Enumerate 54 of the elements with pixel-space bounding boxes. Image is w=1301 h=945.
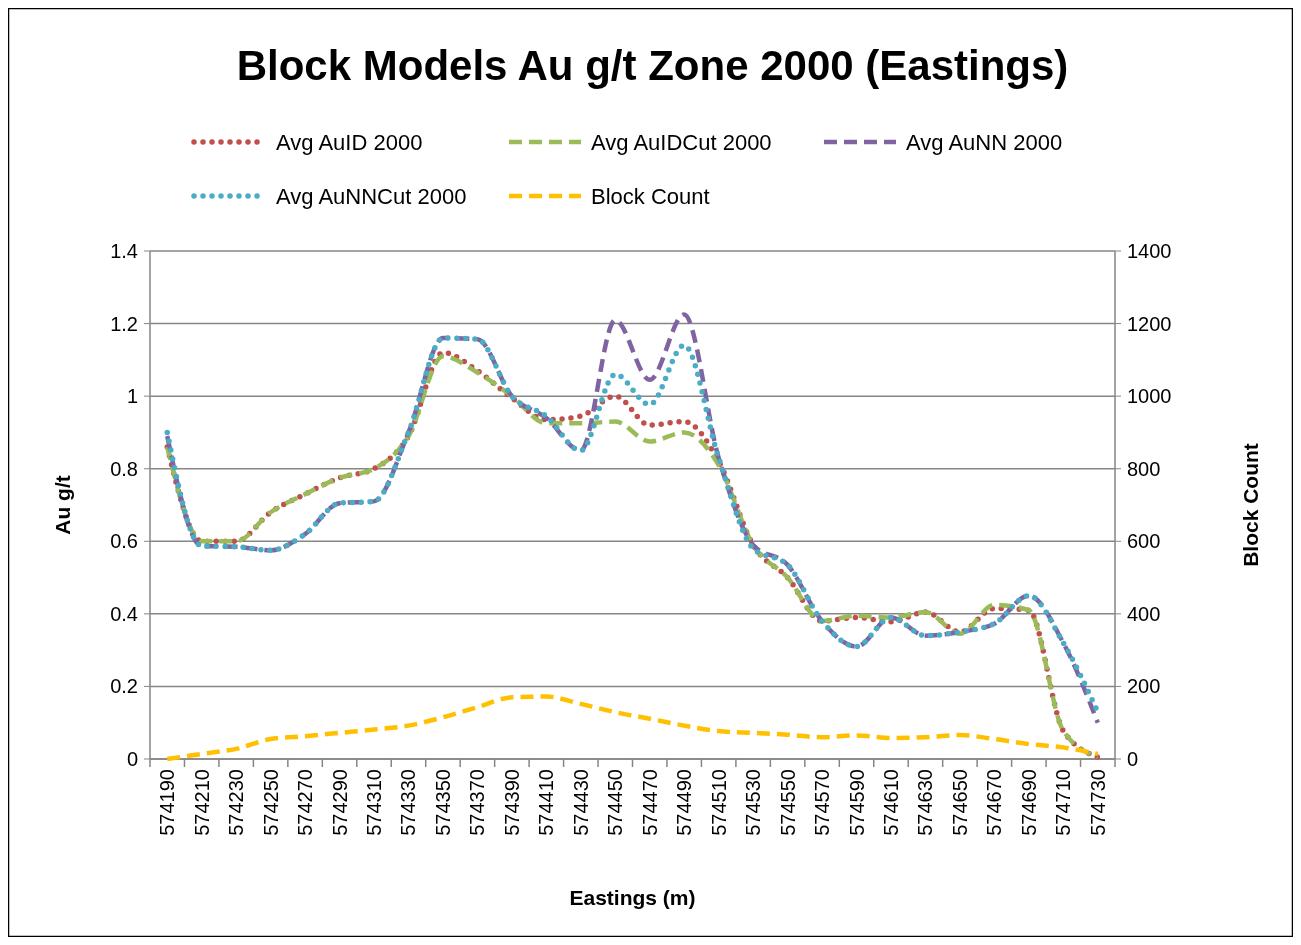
x-tick-label: 574650 [948, 769, 971, 836]
x-tick-label: 574330 [397, 769, 420, 836]
y2-tick-label: 200 [1127, 675, 1161, 698]
x-tick-label: 574250 [259, 769, 282, 836]
x-tick-label: 574550 [776, 769, 799, 836]
x-tick-label: 574590 [845, 769, 868, 836]
x-tick-label: 574190 [156, 769, 179, 836]
x-tick-label: 574490 [673, 769, 696, 836]
legend-label: Avg AuNN 2000 [906, 129, 1063, 155]
x-tick-label: 574230 [225, 769, 248, 836]
y-tick-label: 0.6 [110, 530, 138, 553]
y2-axis-title: Block Count [1239, 443, 1262, 567]
x-axis-title: Eastings (m) [569, 886, 696, 909]
y-axis-title: Au g/t [51, 475, 74, 535]
legend-label: Avg AuNNCut 2000 [276, 183, 467, 209]
x-tick-label: 574370 [466, 769, 489, 836]
x-tick-label: 574690 [1017, 769, 1040, 836]
y-tick-label: 0.2 [110, 675, 138, 698]
x-tick-label: 574310 [363, 769, 386, 836]
x-tick-label: 574710 [1052, 769, 1075, 836]
y2-tick-label: 0 [1127, 748, 1139, 770]
x-tick-label: 574350 [431, 769, 454, 836]
y2-tick-label: 1000 [1127, 385, 1172, 408]
x-tick-label: 574390 [500, 769, 523, 836]
x-tick-label: 574610 [879, 769, 902, 836]
legend-label: Avg AuID 2000 [276, 129, 423, 155]
y-tick-label: 1.2 [110, 312, 138, 335]
y-tick-label: 1.4 [110, 240, 138, 262]
y2-tick-label: 600 [1127, 530, 1161, 553]
y-tick-label: 0.4 [110, 602, 138, 625]
y-tick-label: 0 [126, 748, 138, 770]
y-tick-label: 1 [126, 385, 138, 408]
x-tick-label: 574530 [742, 769, 765, 836]
x-tick-label: 574630 [914, 769, 937, 836]
x-tick-label: 574730 [1086, 769, 1109, 836]
x-tick-label: 574670 [983, 769, 1006, 836]
x-tick-label: 574410 [535, 769, 558, 836]
y2-tick-label: 1400 [1127, 240, 1172, 262]
x-tick-label: 574430 [569, 769, 592, 836]
legend-label: Avg AuIDCut 2000 [591, 129, 772, 155]
x-tick-label: 574570 [811, 769, 834, 836]
x-tick-label: 574510 [707, 769, 730, 836]
x-tick-label: 574470 [638, 769, 661, 836]
y-tick-label: 0.8 [110, 457, 138, 480]
x-tick-label: 574270 [294, 769, 317, 836]
line-series [164, 694, 1101, 762]
x-tick-label: 574290 [328, 769, 351, 836]
y2-tick-label: 1200 [1127, 312, 1172, 335]
x-tick-label: 574210 [190, 769, 213, 836]
legend-label: Block Count [591, 183, 710, 209]
y2-tick-label: 800 [1127, 457, 1161, 480]
y2-tick-label: 400 [1127, 602, 1161, 625]
chart-title: Block Models Au g/t Zone 2000 (Eastings) [236, 42, 1069, 89]
x-tick-label: 574450 [604, 769, 627, 836]
